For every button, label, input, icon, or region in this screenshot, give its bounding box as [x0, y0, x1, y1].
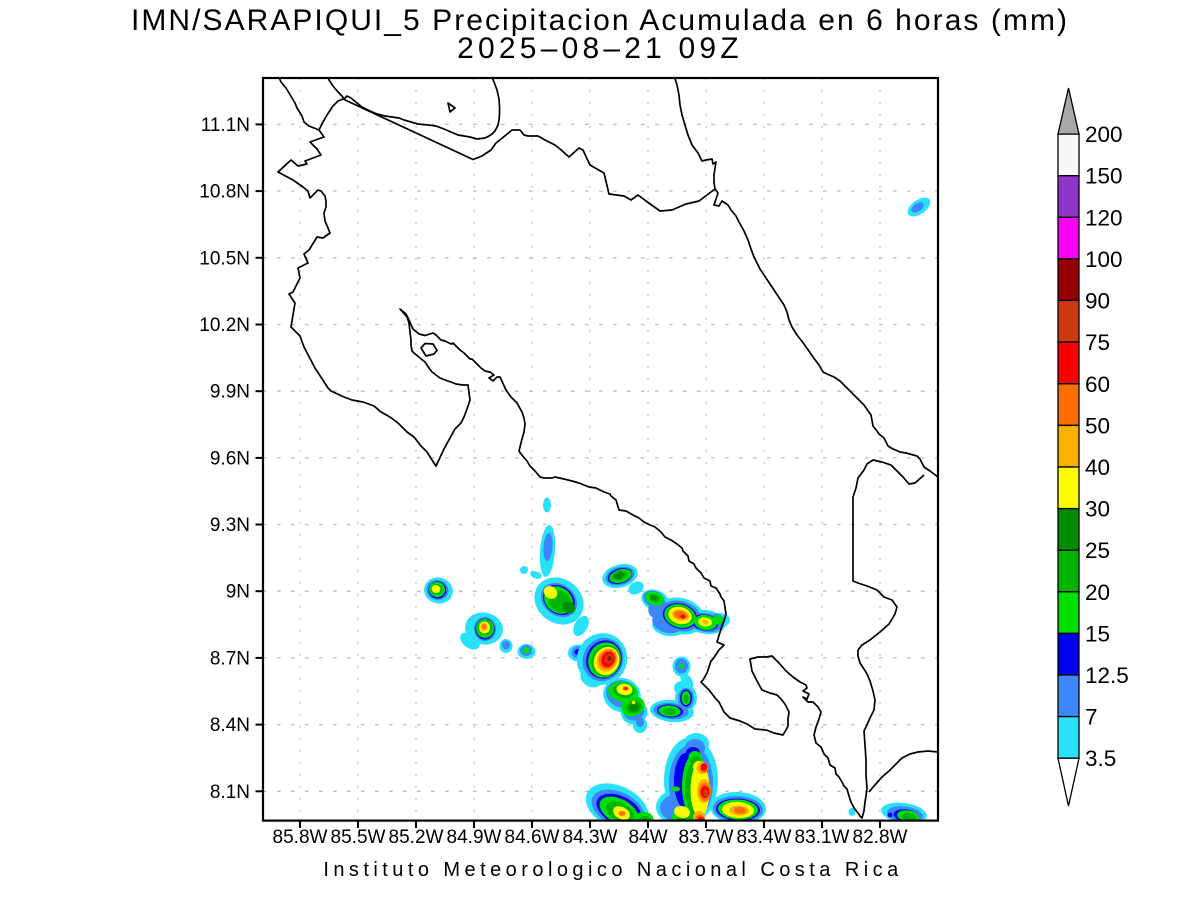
svg-text:8.1N: 8.1N: [210, 782, 250, 803]
svg-text:12.5: 12.5: [1085, 663, 1129, 688]
svg-text:Instituto Meteorologico Nacion: Instituto Meteorologico Nacional Costa R…: [323, 859, 902, 881]
svg-text:2025–08–21 09Z: 2025–08–21 09Z: [457, 32, 743, 65]
svg-text:25: 25: [1085, 538, 1110, 563]
svg-text:IMN/SARAPIQUI_5 Precipitacion: IMN/SARAPIQUI_5 Precipitacion Acumulada …: [131, 4, 1069, 37]
svg-text:82.8W: 82.8W: [853, 827, 908, 848]
svg-text:8.4N: 8.4N: [210, 715, 250, 736]
svg-text:3.5: 3.5: [1085, 746, 1116, 771]
svg-text:11.1N: 11.1N: [201, 115, 250, 136]
svg-text:9.6N: 9.6N: [210, 448, 250, 469]
svg-text:85.8W: 85.8W: [273, 827, 328, 848]
svg-text:7: 7: [1085, 705, 1098, 730]
svg-text:90: 90: [1085, 289, 1110, 314]
svg-text:150: 150: [1085, 164, 1123, 189]
svg-text:8.7N: 8.7N: [210, 648, 250, 669]
svg-text:84.3W: 84.3W: [563, 827, 618, 848]
svg-text:10.8N: 10.8N: [199, 182, 250, 203]
svg-text:200: 200: [1085, 122, 1123, 147]
svg-text:83.1W: 83.1W: [795, 827, 850, 848]
svg-text:60: 60: [1085, 372, 1110, 397]
svg-text:40: 40: [1085, 455, 1110, 480]
svg-text:50: 50: [1085, 413, 1110, 438]
svg-text:85.2W: 85.2W: [389, 827, 444, 848]
svg-text:75: 75: [1085, 330, 1110, 355]
svg-text:10.5N: 10.5N: [199, 248, 250, 269]
svg-text:85.5W: 85.5W: [331, 827, 386, 848]
svg-text:120: 120: [1085, 205, 1123, 230]
svg-text:10.2N: 10.2N: [199, 315, 250, 336]
svg-text:84.6W: 84.6W: [505, 827, 560, 848]
svg-text:9.9N: 9.9N: [210, 382, 250, 403]
svg-text:9.3N: 9.3N: [210, 515, 250, 536]
svg-text:83.7W: 83.7W: [679, 827, 734, 848]
svg-text:9N: 9N: [226, 582, 250, 603]
svg-text:30: 30: [1085, 497, 1110, 522]
svg-text:20: 20: [1085, 580, 1110, 605]
svg-text:15: 15: [1085, 621, 1110, 646]
svg-text:83.4W: 83.4W: [737, 827, 792, 848]
svg-text:84.9W: 84.9W: [447, 827, 502, 848]
svg-text:84W: 84W: [628, 827, 667, 848]
svg-text:100: 100: [1085, 247, 1123, 272]
